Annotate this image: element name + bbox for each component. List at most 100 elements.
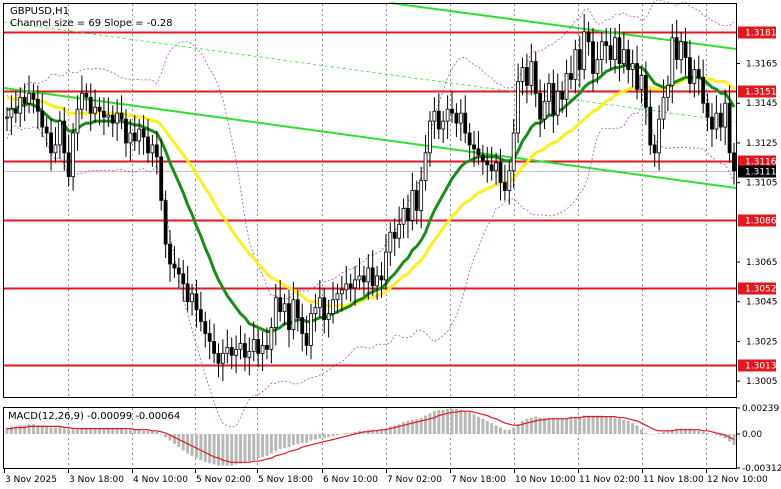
candle-body (370, 267, 375, 287)
macd-histogram-bar (538, 417, 542, 435)
macd-histogram-bar (719, 434, 723, 437)
candle-body (428, 120, 432, 154)
macd-histogram-bar (221, 434, 225, 466)
macd-histogram-bar (190, 434, 194, 456)
macd-histogram-bar (706, 432, 710, 435)
level-label: 1.3052 (745, 285, 777, 295)
macd-histogram-bar (450, 408, 454, 435)
macd-histogram-bar (177, 434, 181, 448)
macd-histogram-bar (327, 434, 331, 438)
macd-histogram-bar (164, 434, 168, 438)
macd-histogram-bar (375, 429, 379, 435)
macd-plot-frame (3, 407, 737, 469)
candle-body (467, 132, 472, 146)
macd-histogram-bar (14, 426, 18, 435)
macd-histogram-bar (36, 425, 40, 435)
macd-histogram-bar (146, 430, 150, 435)
macd-histogram-bar (75, 429, 79, 435)
macd-histogram-bar (543, 417, 547, 435)
macd-histogram-bar (569, 416, 573, 435)
macd-histogram-bar (604, 416, 608, 435)
candle-body (203, 321, 208, 334)
macd-histogram-bar (155, 431, 159, 435)
main-plot-frame (3, 3, 737, 398)
macd-histogram-bar (613, 417, 617, 435)
y-tick-label: 1.3105 (746, 179, 778, 189)
candle-body (688, 57, 692, 84)
candle-body (27, 92, 31, 104)
candle-body (243, 343, 247, 358)
x-tick-label: 3 Nov 18:00 (69, 475, 124, 485)
candle-body (287, 303, 291, 330)
candle-body (489, 164, 494, 172)
macd-histogram-bar (463, 411, 467, 435)
y-tick-label: 1.3025 (746, 337, 778, 347)
level-label-box (738, 155, 776, 168)
candle-body (679, 41, 684, 60)
candle-body (401, 208, 406, 225)
x-tick-label: 6 Nov 10:00 (323, 475, 378, 485)
candle-body (454, 112, 459, 124)
macd-histogram-bar (622, 419, 626, 435)
candle-body (498, 162, 503, 184)
macd-histogram-bar (124, 429, 128, 435)
x-tick-label: 4 Nov 10:00 (133, 475, 188, 485)
macd-histogram-bar (239, 434, 243, 464)
macd-histogram-bar (688, 428, 692, 435)
macd-histogram-bar (512, 427, 516, 435)
candle-body (128, 132, 133, 144)
candle-body (317, 297, 322, 309)
macd-histogram-bar (335, 434, 339, 436)
macd-histogram-bar (582, 415, 586, 435)
macd-histogram-bar (98, 428, 102, 435)
macd-signal-line (7, 410, 735, 463)
x-tick-label: 5 Nov 02:00 (196, 475, 251, 485)
macd-histogram-bar (230, 434, 234, 466)
frame-layer (3, 3, 737, 469)
macd-histogram-bar (291, 434, 295, 445)
candle-body (75, 108, 80, 134)
current-price-label: 1.3111 (745, 168, 777, 178)
candle-body (304, 333, 309, 346)
candle-body (35, 98, 40, 112)
candle-body (5, 116, 9, 119)
candle-body (375, 275, 380, 287)
candle-body (432, 110, 437, 122)
macd-histogram-bar (269, 434, 273, 454)
candle-body (326, 313, 331, 320)
candle-body (159, 156, 164, 201)
candle-body (146, 136, 150, 154)
macd-histogram-bar (159, 434, 163, 435)
candle-body (256, 339, 261, 354)
macd-histogram-bar (137, 429, 141, 435)
channel-lower-line (3, 87, 737, 189)
macd-histogram-bar (573, 416, 577, 435)
macd-histogram-bar (133, 429, 137, 435)
macd-histogram-bar (353, 431, 357, 435)
candle-body (260, 344, 265, 354)
candle-body (436, 110, 441, 130)
macd-histogram-bar (675, 428, 679, 435)
macd-histogram-bar (234, 434, 238, 465)
macd-histogram-bar (578, 416, 582, 435)
candle-body (577, 49, 582, 70)
x-tick-label: 12 Nov 10:00 (707, 475, 768, 485)
candle-body (670, 37, 675, 86)
candle-body (613, 37, 617, 60)
macd-histogram-bar (45, 426, 49, 435)
candle-body (635, 63, 639, 90)
candle-body (591, 41, 595, 74)
candle-body (696, 69, 701, 78)
candle-body (507, 170, 512, 191)
macd-histogram-bar (670, 429, 674, 435)
candle-body (348, 283, 353, 289)
macd-histogram-bar (481, 418, 485, 435)
candle-body (683, 41, 688, 58)
candle-body (313, 307, 318, 315)
candle-body (533, 61, 538, 94)
candle-body (529, 61, 534, 86)
macd-histogram-bar (9, 426, 13, 435)
candle-body (599, 41, 604, 60)
fast-ma-line (7, 64, 736, 333)
